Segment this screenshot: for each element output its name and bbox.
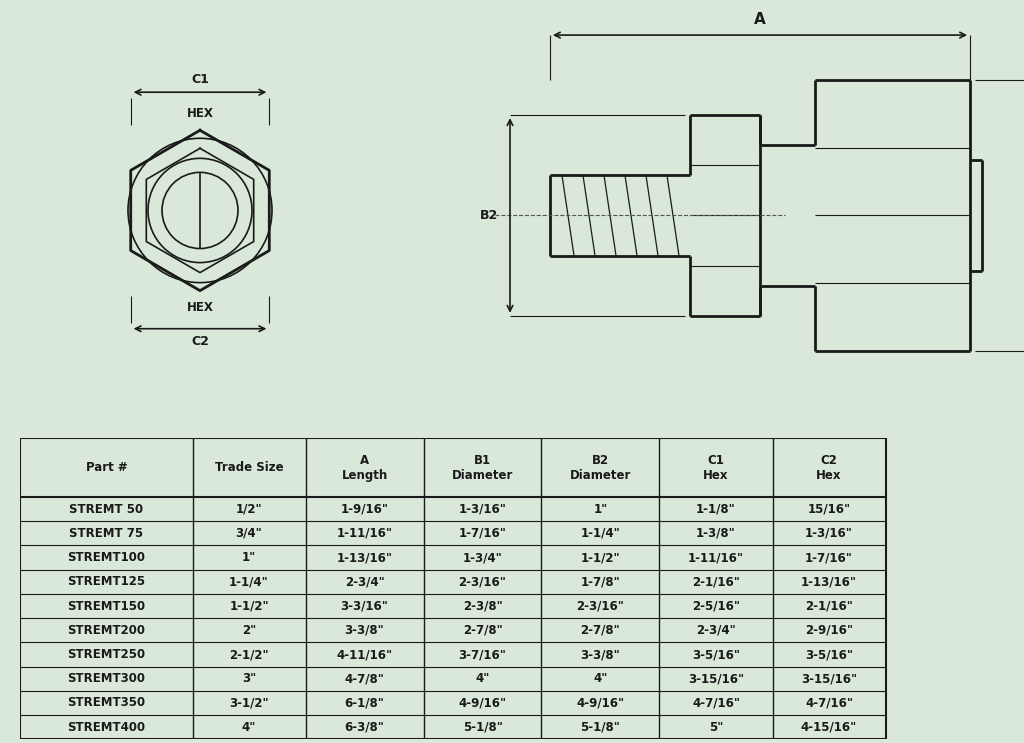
Text: 2-1/16": 2-1/16" — [692, 575, 740, 588]
Text: 2-7/8": 2-7/8" — [463, 624, 503, 637]
Text: B2: B2 — [480, 209, 498, 222]
Text: 1-11/16": 1-11/16" — [688, 551, 744, 564]
Text: 1-13/16": 1-13/16" — [801, 575, 857, 588]
Text: 1-1/2": 1-1/2" — [229, 600, 269, 612]
Text: 1-13/16": 1-13/16" — [337, 551, 392, 564]
Text: 1-1/4": 1-1/4" — [229, 575, 269, 588]
Text: 1-1/2": 1-1/2" — [581, 551, 621, 564]
Text: 3-15/16": 3-15/16" — [688, 672, 744, 685]
Text: STREMT200: STREMT200 — [68, 624, 145, 637]
Text: HEX: HEX — [186, 107, 213, 120]
Text: B1
Diameter: B1 Diameter — [452, 454, 513, 481]
Text: 3-5/16": 3-5/16" — [692, 648, 740, 661]
Text: STREMT 50: STREMT 50 — [70, 503, 143, 516]
Text: 2-5/16": 2-5/16" — [692, 600, 740, 612]
Text: 4-7/16": 4-7/16" — [692, 696, 740, 710]
Text: C1: C1 — [191, 74, 209, 86]
Text: HEX: HEX — [186, 301, 213, 314]
Text: 1-7/16": 1-7/16" — [805, 551, 853, 564]
Text: 2-1/2": 2-1/2" — [229, 648, 269, 661]
Text: 4-11/16": 4-11/16" — [337, 648, 392, 661]
Text: 1-3/4": 1-3/4" — [463, 551, 503, 564]
Text: 5-1/8": 5-1/8" — [463, 721, 503, 733]
Text: 1": 1" — [242, 551, 256, 564]
Text: C2: C2 — [191, 335, 209, 348]
Text: STREMT100: STREMT100 — [68, 551, 145, 564]
Text: 4-15/16": 4-15/16" — [801, 721, 857, 733]
Text: 6-1/8": 6-1/8" — [345, 696, 384, 710]
Text: B2
Diameter: B2 Diameter — [569, 454, 631, 481]
Text: 2-3/4": 2-3/4" — [345, 575, 384, 588]
Text: 1-7/8": 1-7/8" — [581, 575, 621, 588]
Text: A: A — [754, 12, 766, 27]
Text: STREMT400: STREMT400 — [68, 721, 145, 733]
Text: 1-7/16": 1-7/16" — [459, 527, 507, 540]
Text: STREMT125: STREMT125 — [68, 575, 145, 588]
Text: 3-3/8": 3-3/8" — [345, 624, 384, 637]
Text: 3": 3" — [242, 672, 256, 685]
Text: 15/16": 15/16" — [808, 503, 851, 516]
Text: 2-3/16": 2-3/16" — [459, 575, 507, 588]
Text: 3-15/16": 3-15/16" — [801, 672, 857, 685]
Text: 2-1/16": 2-1/16" — [805, 600, 853, 612]
Text: 3-3/8": 3-3/8" — [581, 648, 621, 661]
Text: 2": 2" — [242, 624, 256, 637]
Text: 1/2": 1/2" — [236, 503, 262, 516]
Text: 1": 1" — [593, 503, 607, 516]
Text: STREMT150: STREMT150 — [68, 600, 145, 612]
Text: 5-1/8": 5-1/8" — [581, 721, 621, 733]
Text: 3-7/16": 3-7/16" — [459, 648, 507, 661]
Text: 1-11/16": 1-11/16" — [337, 527, 392, 540]
Text: 3-3/16": 3-3/16" — [341, 600, 388, 612]
Text: 1-1/4": 1-1/4" — [581, 527, 621, 540]
Text: 2-3/8": 2-3/8" — [463, 600, 503, 612]
Text: Trade Size: Trade Size — [215, 461, 284, 474]
Text: 1-3/16": 1-3/16" — [459, 503, 507, 516]
Text: C1
Hex: C1 Hex — [703, 454, 729, 481]
Text: C2
Hex: C2 Hex — [816, 454, 842, 481]
Text: A
Length: A Length — [341, 454, 388, 481]
Text: 2-3/4": 2-3/4" — [696, 624, 736, 637]
Text: STREMT350: STREMT350 — [68, 696, 145, 710]
Text: 1-3/8": 1-3/8" — [696, 527, 736, 540]
Text: 4-9/16": 4-9/16" — [577, 696, 625, 710]
Text: 6-3/8": 6-3/8" — [345, 721, 384, 733]
Text: 2-3/16": 2-3/16" — [577, 600, 625, 612]
Text: 4-7/16": 4-7/16" — [805, 696, 853, 710]
Text: 4": 4" — [475, 672, 489, 685]
Text: 1-1/8": 1-1/8" — [696, 503, 736, 516]
Text: STREMT 75: STREMT 75 — [70, 527, 143, 540]
Text: 5": 5" — [709, 721, 723, 733]
Text: 2-7/8": 2-7/8" — [581, 624, 621, 637]
Text: 4-9/16": 4-9/16" — [459, 696, 507, 710]
Text: 4": 4" — [242, 721, 256, 733]
Text: 4-7/8": 4-7/8" — [345, 672, 384, 685]
Text: 1-3/16": 1-3/16" — [805, 527, 853, 540]
Text: 1-9/16": 1-9/16" — [341, 503, 388, 516]
Text: STREMT250: STREMT250 — [68, 648, 145, 661]
Text: 2-9/16": 2-9/16" — [805, 624, 853, 637]
Text: 4": 4" — [593, 672, 607, 685]
Text: 3-5/16": 3-5/16" — [805, 648, 853, 661]
Text: STREMT300: STREMT300 — [68, 672, 145, 685]
Text: 3-1/2": 3-1/2" — [229, 696, 269, 710]
Text: 3/4": 3/4" — [236, 527, 262, 540]
Text: Part #: Part # — [86, 461, 127, 474]
